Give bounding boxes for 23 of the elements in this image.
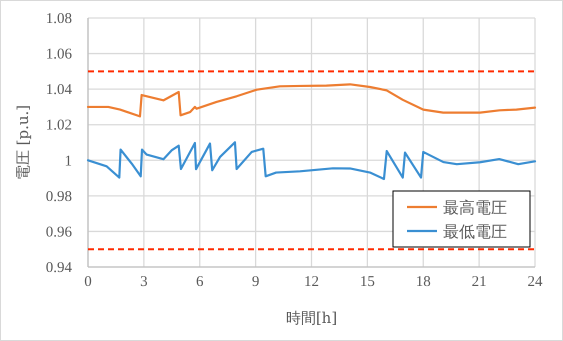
x-axis-title: 時間[h] (286, 309, 338, 327)
x-tick-label: 15 (360, 274, 375, 290)
y-axis-title: 電圧 [p.u.] (14, 104, 32, 180)
x-tick-label: 0 (84, 274, 92, 290)
line-series (86, 141, 536, 180)
legend-label: 最高電圧 (443, 198, 507, 217)
x-tick-label: 24 (528, 274, 543, 290)
y-tick-label: 1 (64, 153, 72, 170)
y-tick-label: 0.96 (46, 224, 72, 240)
x-tick-label: 9 (252, 274, 260, 290)
y-tick-label: 1.02 (46, 118, 72, 134)
x-tick-label: 3 (140, 274, 148, 290)
x-tick-label: 6 (196, 274, 204, 290)
x-tick-label: 18 (416, 274, 431, 290)
y-tick-label: 1.06 (46, 46, 72, 63)
x-tick-label: 21 (472, 274, 487, 290)
y-tick-label: 0.98 (46, 188, 72, 205)
line-series (86, 83, 536, 118)
legend-label: 最低電圧 (443, 222, 507, 241)
y-tick-label: 1.04 (46, 82, 72, 98)
x-tick-label: 12 (304, 274, 319, 290)
y-tick-label: 1.08 (46, 11, 72, 27)
y-tick-label: 0.94 (46, 260, 72, 276)
